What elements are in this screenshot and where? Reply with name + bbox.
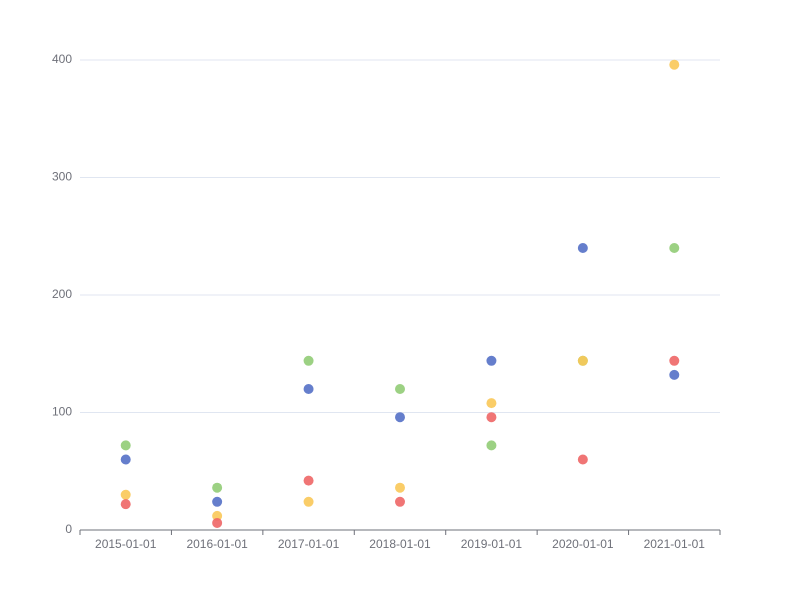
scatter-point bbox=[395, 412, 405, 423]
scatter-point bbox=[486, 412, 497, 423]
scatter-point bbox=[212, 482, 223, 493]
scatter-point bbox=[395, 482, 405, 493]
scatter-point bbox=[120, 440, 131, 451]
scatter-point bbox=[669, 355, 680, 366]
scatter-point bbox=[395, 384, 405, 394]
y-tick-label: 100 bbox=[52, 405, 72, 419]
scatter-point bbox=[669, 59, 680, 70]
scatter-point bbox=[577, 243, 588, 253]
scatter-point bbox=[303, 496, 314, 507]
scatter-point bbox=[669, 369, 680, 380]
scatter-point bbox=[669, 243, 680, 253]
scatter-point bbox=[212, 517, 223, 528]
scatter-point bbox=[577, 355, 588, 366]
scatter-point bbox=[212, 496, 223, 507]
scatter-point bbox=[486, 440, 497, 451]
scatter-point bbox=[120, 454, 131, 465]
x-tick-label: 2016-01-01 bbox=[186, 537, 248, 551]
y-tick-label: 400 bbox=[52, 52, 72, 66]
scatter-point bbox=[303, 355, 314, 366]
scatter-point bbox=[120, 499, 131, 510]
scatter-point bbox=[486, 355, 497, 366]
x-tick-label: 2015-01-01 bbox=[95, 537, 157, 551]
scatter-point bbox=[212, 510, 223, 521]
x-tick-label: 2020-01-01 bbox=[552, 537, 614, 551]
scatter-point bbox=[303, 384, 314, 394]
x-tick-label: 2021-01-01 bbox=[644, 537, 706, 551]
y-tick-label: 300 bbox=[52, 170, 72, 184]
x-tick-label: 2017-01-01 bbox=[278, 537, 340, 551]
scatter-point bbox=[395, 496, 405, 507]
scatter-point bbox=[120, 489, 131, 500]
y-tick-label: 200 bbox=[52, 287, 72, 301]
y-tick-label: 0 bbox=[65, 522, 72, 536]
scatter-point bbox=[486, 398, 497, 409]
x-tick-label: 2019-01-01 bbox=[461, 537, 523, 551]
x-tick-label: 2018-01-01 bbox=[369, 537, 431, 551]
scatter-point bbox=[303, 475, 314, 486]
scatter-point bbox=[577, 454, 588, 465]
